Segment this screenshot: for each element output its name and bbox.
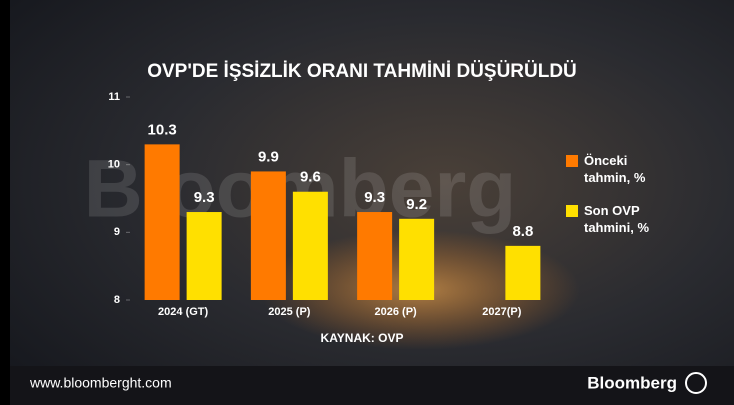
y-tick-label: 8 [114,294,120,306]
bar [505,246,540,300]
legend-label: Önceki tahmin, % [584,152,662,186]
x-tick-label: 2027(P) [482,306,521,318]
page: Bloomberg OVP'DE İŞSİZLİK ORANI TAHMİNİ … [0,0,734,405]
footer-url: www.bloomberght.com [29,375,172,391]
bar [293,192,328,300]
legend-swatch [566,205,578,217]
bar [145,144,180,300]
x-tick-label: 2026 (P) [375,306,418,318]
legend-swatch [566,155,578,167]
value-label: 9.9 [258,148,279,165]
footer-brand: Bloomberg [587,373,677,392]
bar [357,212,392,300]
value-label: 9.6 [300,169,321,186]
value-label: 9.3 [194,189,215,206]
x-tick-label: 2025 (P) [268,306,311,318]
y-tick-label: 10 [108,159,120,171]
bar [187,212,222,300]
y-tick-label: 9 [114,226,120,238]
y-tick-label: 11 [108,91,120,103]
x-tick-label: 2024 (GT) [158,306,208,318]
value-label: 10.3 [148,121,177,138]
bar [251,171,286,300]
chart-title: OVP'DE İŞSİZLİK ORANI TAHMİNİ DÜŞÜRÜLDÜ [147,61,577,82]
value-label: 8.8 [512,223,533,240]
value-label: 9.3 [364,189,385,206]
legend-label: Son OVP tahmini, % [584,202,662,236]
value-label: 9.2 [406,196,427,213]
bar [399,219,434,300]
source: KAYNAK: OVP [321,331,404,345]
